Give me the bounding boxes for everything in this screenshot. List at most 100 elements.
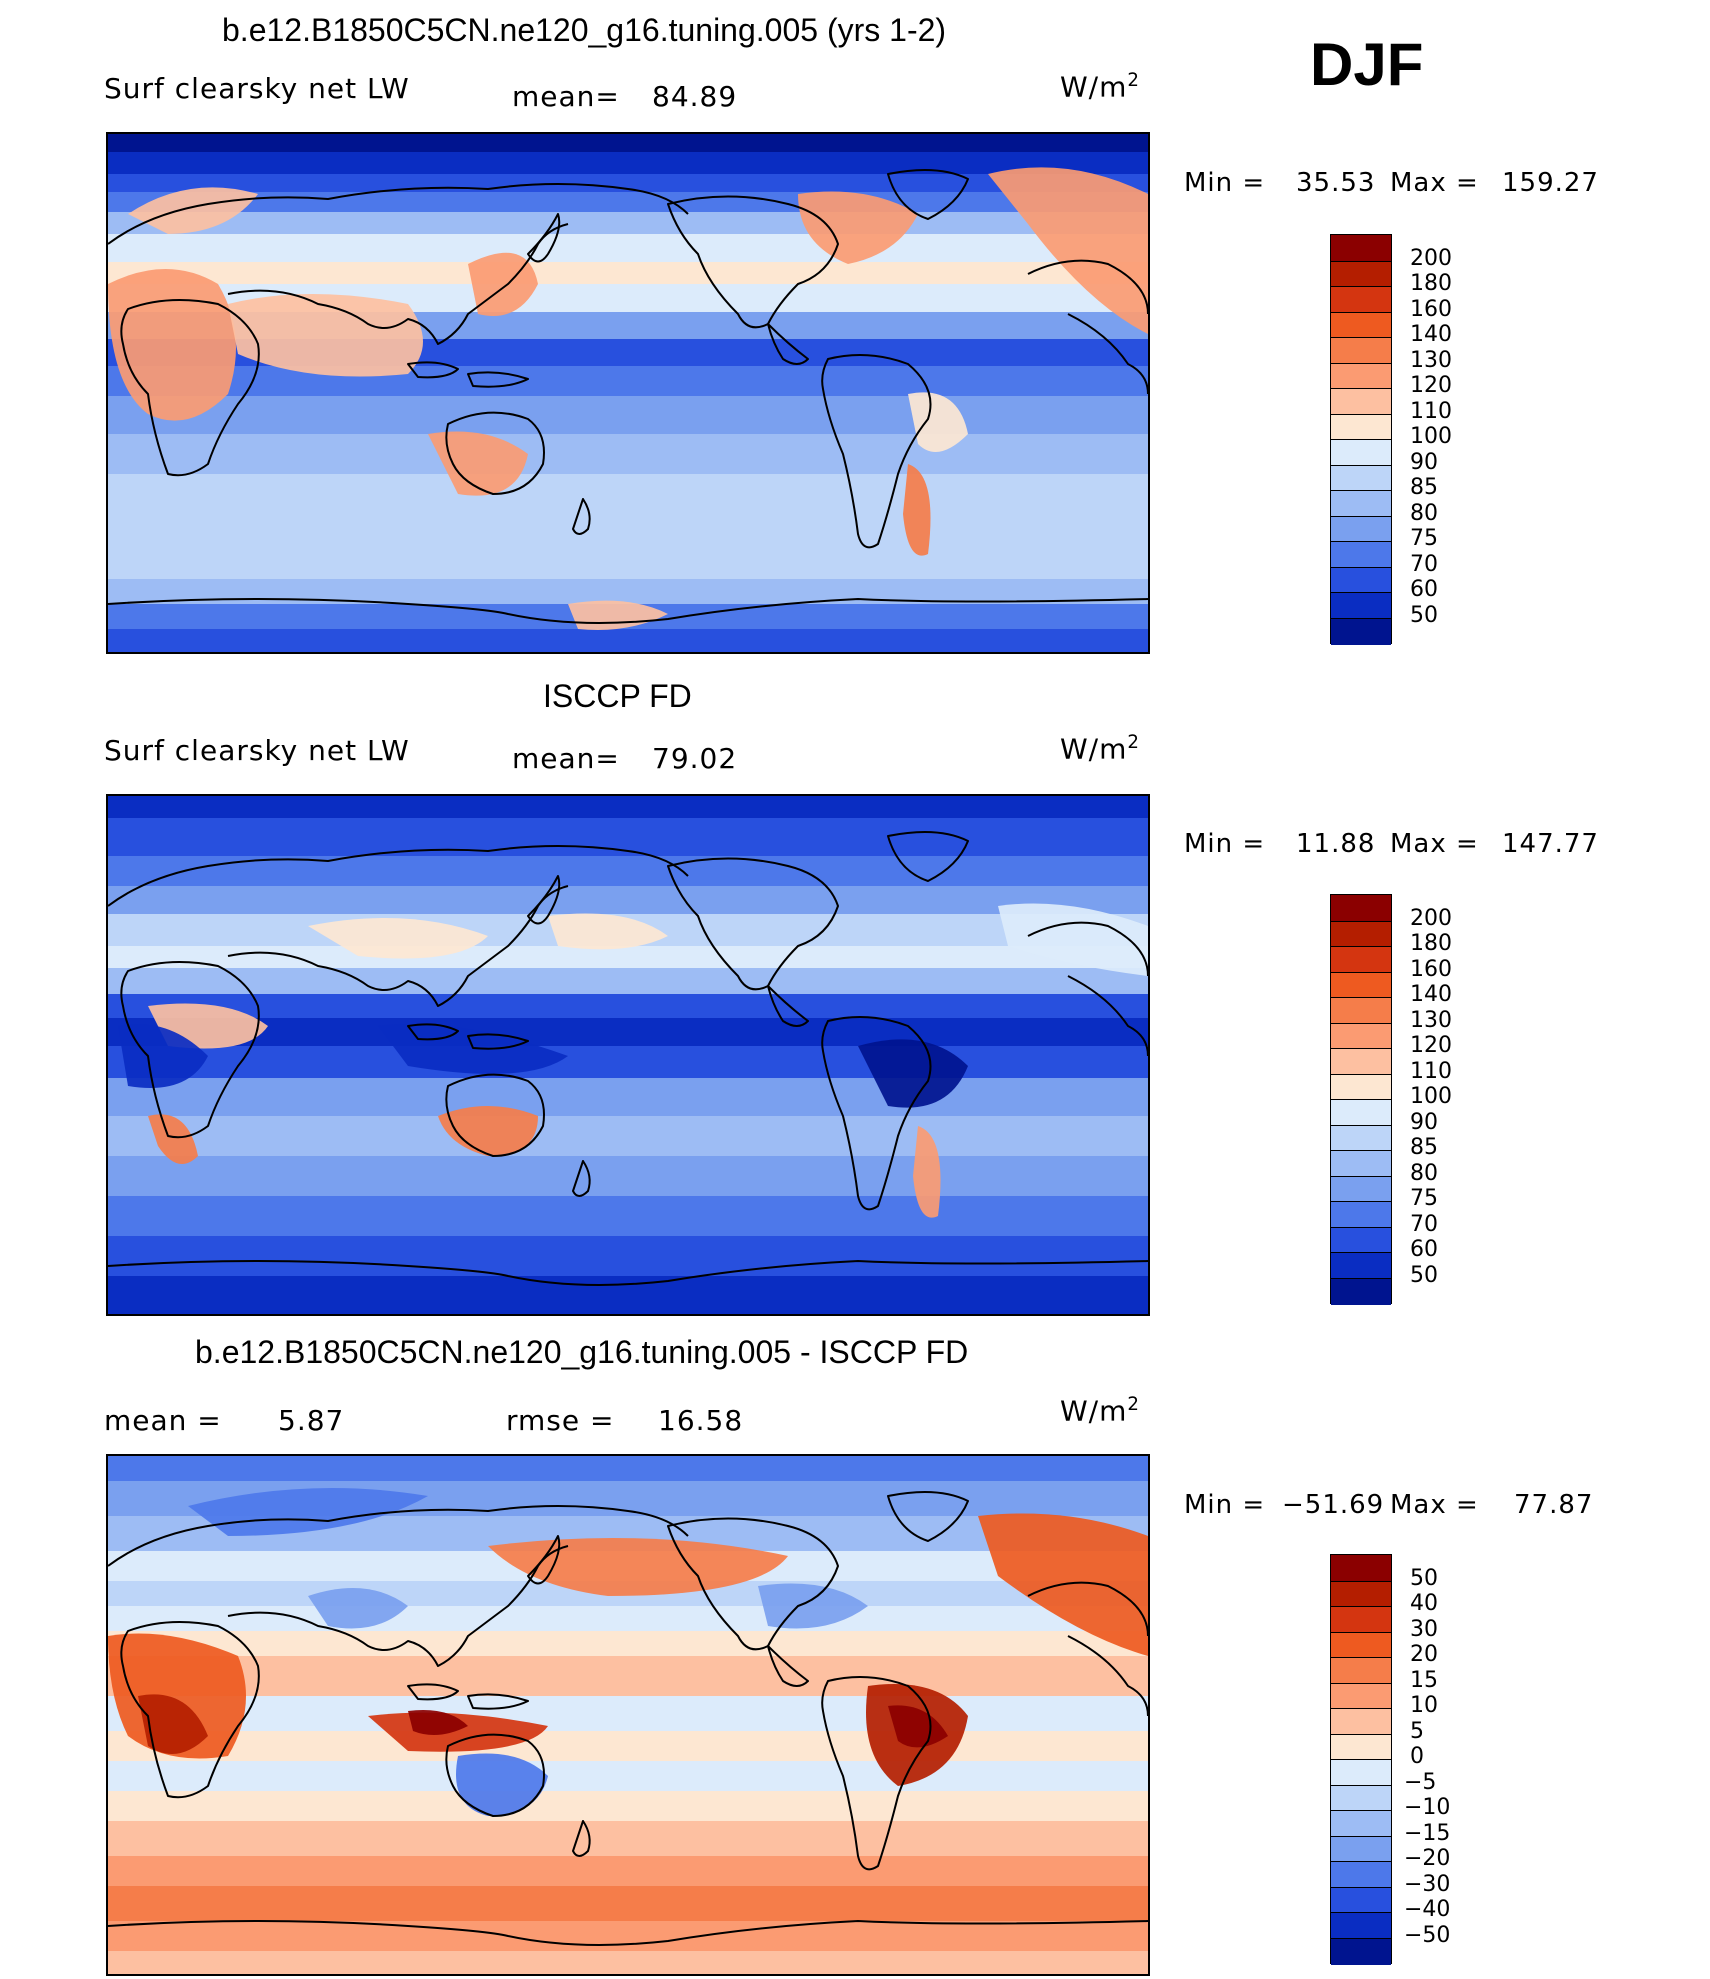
colorbar-tick-label: 130: [1410, 347, 1452, 373]
colorbar-tick-label: −50: [1404, 1922, 1451, 1948]
panel-1-title: b.e12.B1850C5CN.ne120_g16.tuning.005 (yr…: [222, 12, 947, 48]
colorbar-swatch: [1331, 895, 1391, 921]
colorbar-tick-label: 100: [1410, 424, 1452, 449]
colorbar-tick-label: 200: [1410, 245, 1452, 271]
colorbar-swatch: [1331, 1150, 1391, 1177]
colorbar-swatch: [1331, 1835, 1391, 1863]
units-base: W/m: [1060, 70, 1128, 104]
colorbar-swatch: [1331, 1555, 1391, 1581]
panel-1-map-field: [108, 134, 1148, 652]
colorbar-tick-label: −20: [1404, 1846, 1451, 1871]
panel-3-min-label: Min =: [1184, 1490, 1266, 1520]
colorbar-tick-label: −30: [1404, 1871, 1451, 1897]
colorbar-tick-label: 120: [1410, 1033, 1452, 1058]
colorbar-swatch: [1331, 515, 1391, 543]
colorbar-swatch: [1331, 235, 1391, 261]
colorbar-tick-label: 160: [1410, 956, 1452, 982]
panel-2-map: [106, 794, 1150, 1316]
colorbar-swatch: [1331, 362, 1391, 390]
colorbar-swatch: [1331, 1784, 1391, 1812]
colorbar-swatch: [1331, 946, 1391, 973]
panel-1-map: [106, 132, 1150, 654]
panel-3-map: [106, 1454, 1150, 1976]
panel-3-mean-label: mean =: [104, 1404, 222, 1437]
colorbar-swatch: [1331, 541, 1391, 568]
colorbar-swatch: [1331, 1201, 1391, 1228]
colorbar-tick-label: −10: [1404, 1795, 1451, 1820]
colorbar-tick-label: 60: [1410, 577, 1438, 602]
colorbar-swatch: [1331, 1937, 1391, 1965]
colorbar-swatch: [1331, 1631, 1391, 1659]
panel-1-units: W/m2: [1060, 70, 1140, 103]
panel-2-max-value: 147.77: [1502, 829, 1599, 859]
panel-3-min-value: −51.69: [1282, 1490, 1385, 1520]
colorbar-swatch: [1331, 617, 1391, 645]
colorbar-tick-label: 110: [1410, 1058, 1452, 1084]
panel-2-map-field: [108, 796, 1148, 1314]
colorbar-swatch: [1331, 388, 1391, 415]
colorbar-tick-label: 75: [1410, 1186, 1438, 1211]
panel-2-min-value: 11.88: [1296, 829, 1376, 859]
panel-3-map-field: [108, 1456, 1148, 1974]
colorbar-tick-label: 10: [1410, 1693, 1438, 1718]
units-base: W/m: [1060, 1394, 1128, 1428]
colorbar-tick-label: −5: [1404, 1769, 1437, 1795]
panel-1-mean-value: 84.89: [652, 80, 738, 113]
colorbar-tick-label: −40: [1404, 1897, 1451, 1922]
colorbar-swatch: [1331, 1226, 1391, 1254]
panel-3-rmse-value: 16.58: [658, 1404, 744, 1437]
units-superscript: 2: [1127, 70, 1140, 91]
panel-1-min-label: Min =: [1184, 168, 1266, 198]
panel-2-variable-label: Surf clearsky net LW: [104, 734, 410, 767]
colorbar-swatch: [1331, 1886, 1391, 1914]
colorbar-swatch: [1331, 1682, 1391, 1710]
colorbar-swatch: [1331, 1657, 1391, 1684]
colorbar-swatch: [1331, 1175, 1391, 1203]
colorbar-tick-label: 5: [1410, 1718, 1424, 1744]
colorbar-swatch: [1331, 1073, 1391, 1101]
panel-2-min-label: Min =: [1184, 829, 1266, 859]
colorbar-swatch: [1331, 1810, 1391, 1837]
colorbar-tick-label: 85: [1410, 1135, 1438, 1160]
colorbar-swatch: [1331, 1022, 1391, 1050]
colorbar-swatch: [1331, 286, 1391, 313]
colorbar-tick-label: 80: [1410, 1160, 1438, 1186]
colorbar-tick-label: 75: [1410, 526, 1438, 551]
panel-2-colorbar: [1330, 894, 1392, 1305]
colorbar-swatch: [1331, 1124, 1391, 1152]
colorbar-tick-label: 0: [1410, 1744, 1424, 1769]
panel-2-title: ISCCP FD: [543, 678, 692, 714]
colorbar-swatch: [1331, 490, 1391, 517]
panel-3-max-value: 77.87: [1514, 1490, 1594, 1520]
colorbar-tick-label: 130: [1410, 1007, 1452, 1033]
colorbar-tick-label: 20: [1410, 1642, 1438, 1667]
panel-1-max-label: Max =: [1390, 168, 1479, 198]
colorbar-swatch: [1331, 1733, 1391, 1761]
colorbar-tick-label: 120: [1410, 373, 1452, 398]
panel-1-max-value: 159.27: [1502, 168, 1599, 198]
panel-3-max-label: Max =: [1390, 1490, 1479, 1520]
colorbar-tick-label: 90: [1410, 449, 1438, 475]
panel-3-rmse-label: rmse =: [506, 1404, 615, 1437]
colorbar-swatch: [1331, 997, 1391, 1024]
colorbar-tick-label: 160: [1410, 296, 1452, 322]
panel-3-colorbar: [1330, 1554, 1392, 1965]
colorbar-swatch: [1331, 1099, 1391, 1126]
panel-3-mean-value: 5.87: [278, 1404, 345, 1437]
colorbar-swatch: [1331, 1277, 1391, 1305]
colorbar-tick-label: 80: [1410, 500, 1438, 526]
colorbar-tick-label: 85: [1410, 475, 1438, 500]
colorbar-tick-label: 70: [1410, 551, 1438, 577]
colorbar-swatch: [1331, 260, 1391, 288]
colorbar-tick-label: −15: [1404, 1820, 1451, 1846]
colorbar-tick-label: 200: [1410, 905, 1452, 931]
colorbar-swatch: [1331, 337, 1391, 364]
colorbar-swatch: [1331, 1606, 1391, 1633]
colorbar-tick-label: 50: [1410, 1565, 1438, 1591]
colorbar-swatch: [1331, 1708, 1391, 1735]
colorbar-tick-label: 110: [1410, 398, 1452, 424]
colorbar-tick-label: 100: [1410, 1084, 1452, 1109]
colorbar-swatch: [1331, 464, 1391, 492]
colorbar-tick-label: 15: [1410, 1667, 1438, 1693]
colorbar-swatch: [1331, 1912, 1391, 1939]
